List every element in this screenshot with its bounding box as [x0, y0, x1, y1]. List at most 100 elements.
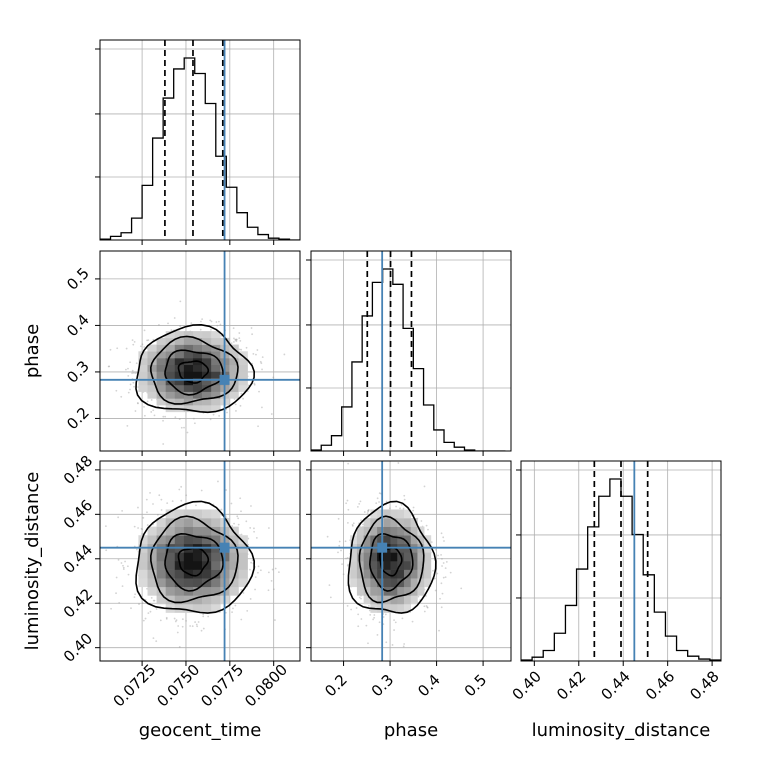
- scatter-point: [425, 524, 428, 527]
- scatter-point: [233, 341, 235, 343]
- density-cell: [383, 561, 391, 570]
- density-cell: [165, 595, 176, 605]
- density-cell: [350, 578, 358, 588]
- density-cell: [403, 509, 412, 519]
- scatter-point: [130, 607, 132, 610]
- density-cell: [403, 518, 412, 527]
- density-cell: [156, 569, 166, 579]
- density-cell: [238, 578, 248, 588]
- density-cell: [390, 578, 398, 588]
- xtick-label-luminosity_distance: 0.44: [598, 667, 634, 703]
- scatter-point: [117, 558, 120, 561]
- density-cell: [383, 578, 391, 588]
- density-cell: [356, 552, 364, 562]
- scatter-point: [234, 604, 237, 607]
- density-cell: [192, 509, 203, 519]
- xtick-label-luminosity_distance: 0.46: [642, 667, 678, 703]
- density-cell: [363, 595, 371, 605]
- scatter-point: [444, 576, 447, 578]
- scatter-point: [233, 522, 235, 525]
- scatter-point: [240, 533, 243, 536]
- scatter-point: [137, 506, 139, 509]
- scatter-point: [201, 318, 204, 321]
- scatter-point: [394, 621, 397, 624]
- scatter-point: [152, 637, 155, 640]
- density-cell: [229, 391, 239, 399]
- scatter-point: [440, 553, 442, 556]
- density-cell: [403, 569, 412, 579]
- density-cell: [156, 364, 166, 372]
- density-cell: [138, 578, 148, 588]
- density-cell: [183, 552, 194, 562]
- scatter-point: [107, 365, 110, 368]
- density-cell: [417, 561, 425, 570]
- scatter-point: [403, 498, 406, 501]
- density-cell: [397, 578, 405, 588]
- scatter-point: [425, 595, 427, 597]
- histogram-phase: [311, 268, 506, 451]
- scatter-point: [252, 353, 255, 355]
- density-cell: [363, 561, 371, 570]
- scatter-point: [193, 422, 196, 425]
- density-cell: [138, 358, 148, 366]
- density-cell: [165, 398, 176, 406]
- scatter-point: [250, 505, 252, 507]
- scatter-point: [139, 345, 142, 348]
- scatter-point: [238, 337, 241, 340]
- density-cell: [417, 535, 425, 545]
- scatter-point: [135, 371, 138, 374]
- scatter-point: [146, 400, 149, 403]
- density-cell: [390, 552, 398, 562]
- density-cell: [192, 569, 203, 579]
- density-cell: [147, 344, 157, 352]
- scatter-point: [254, 576, 257, 579]
- density-cell: [211, 405, 221, 413]
- scatter-point: [173, 317, 176, 319]
- density-cell: [370, 561, 378, 570]
- density-cell: [211, 535, 221, 545]
- density-cell: [156, 526, 166, 536]
- density-cell: [156, 595, 166, 605]
- xtick-label-geocent_time: 0.0750: [154, 661, 204, 711]
- scatter-point: [116, 347, 119, 350]
- scatter-point: [417, 595, 420, 598]
- density-cell: [192, 535, 203, 545]
- density-cell: [165, 384, 176, 392]
- scatter-point: [166, 502, 169, 505]
- density-cell: [192, 351, 203, 359]
- scatter-point: [200, 489, 203, 492]
- scatter-point: [260, 362, 263, 365]
- scatter-point: [150, 399, 153, 401]
- density-cell: [350, 535, 358, 545]
- density-cell: [192, 378, 203, 386]
- scatter-point: [401, 617, 404, 620]
- scatter-point: [235, 340, 238, 343]
- scatter-point: [144, 617, 147, 620]
- scatter-point: [412, 509, 415, 512]
- scatter-point: [423, 610, 426, 613]
- panel-frame: [99, 460, 301, 662]
- scatter-point: [393, 619, 395, 622]
- scatter-point: [226, 411, 228, 414]
- scatter-point: [164, 415, 167, 418]
- scatter-point: [367, 604, 370, 607]
- density-cell: [238, 552, 248, 562]
- scatter-point: [230, 502, 233, 505]
- panel-luminosity_distance-hist: 0.40 0.42 0.44 0.46 0.48: [509, 460, 723, 704]
- scatter-point: [132, 381, 135, 384]
- scatter-point: [397, 462, 400, 464]
- density-cell: [192, 384, 203, 392]
- scatter-point: [240, 392, 243, 395]
- density-cell: [156, 351, 166, 359]
- scatter-point: [141, 528, 144, 531]
- density-cell: [363, 552, 371, 562]
- scatter-point: [134, 372, 137, 374]
- scatter-point: [362, 523, 364, 526]
- density-cell: [211, 518, 221, 527]
- density-cell: [138, 364, 148, 372]
- density-cell: [417, 586, 425, 596]
- scatter-point: [225, 408, 228, 411]
- panel-geocent_time-hist: [95, 39, 301, 245]
- density-cell: [192, 518, 203, 527]
- density-cell: [147, 364, 157, 372]
